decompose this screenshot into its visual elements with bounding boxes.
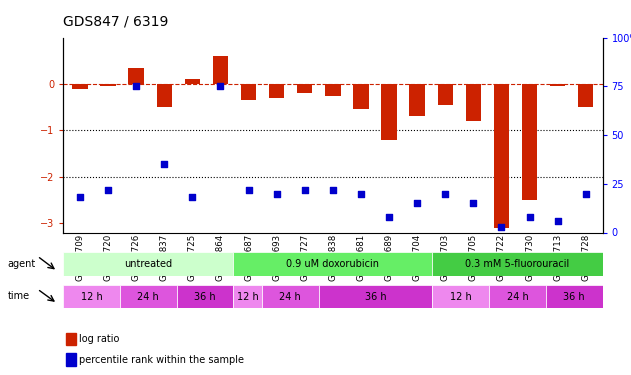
Bar [185,79,200,84]
Point [328,187,338,193]
Point [215,83,225,89]
Text: time: time [8,291,30,301]
Bar [522,84,537,200]
Point [244,187,254,193]
Point [300,187,310,193]
Point [412,200,422,206]
Text: agent: agent [8,259,36,268]
Text: 24 h: 24 h [507,292,528,302]
Bar [72,84,88,88]
Point [581,190,591,196]
Bar [63,252,233,276]
Bar [66,353,76,366]
Point [103,187,113,193]
Bar [241,84,256,100]
Bar [100,84,115,86]
Bar [120,285,177,308]
Text: 0.9 uM doxorubicin: 0.9 uM doxorubicin [286,259,379,269]
Bar [269,84,285,98]
Bar [177,285,233,308]
Text: 12 h: 12 h [450,292,471,302]
Point [553,218,563,224]
Point [440,190,451,196]
Text: 12 h: 12 h [81,292,102,302]
Text: log ratio: log ratio [80,334,120,344]
Bar [466,84,481,121]
Bar [156,84,172,107]
Text: 36 h: 36 h [194,292,216,302]
Bar [410,84,425,116]
Bar [319,285,432,308]
Bar [297,84,312,93]
Text: 36 h: 36 h [563,292,585,302]
Bar [129,68,144,84]
Bar [233,285,262,308]
Bar [493,84,509,228]
Bar [262,285,319,308]
Bar [578,84,594,107]
Text: percentile rank within the sample: percentile rank within the sample [80,354,244,364]
Text: 0.3 mM 5-fluorouracil: 0.3 mM 5-fluorouracil [465,259,570,269]
Point [159,161,169,167]
Bar [432,285,489,308]
Point [384,214,394,220]
Point [524,214,534,220]
Text: 36 h: 36 h [365,292,386,302]
Point [271,190,281,196]
Bar [66,333,76,345]
Point [468,200,478,206]
Bar [550,84,565,86]
Text: 24 h: 24 h [138,292,159,302]
Text: untreated: untreated [124,259,172,269]
Text: GDS847 / 6319: GDS847 / 6319 [63,14,168,28]
Bar [353,84,369,110]
Text: 24 h: 24 h [280,292,301,302]
Bar [381,84,397,140]
Bar [432,252,603,276]
Bar [546,285,603,308]
Point [187,194,198,200]
Bar [489,285,546,308]
Point [497,224,507,230]
Bar [233,252,432,276]
Point [131,83,141,89]
Point [356,190,366,196]
Bar [63,285,120,308]
Point [75,194,85,200]
Text: 12 h: 12 h [237,292,259,302]
Bar [437,84,453,105]
Bar [213,56,228,84]
Bar [325,84,341,96]
